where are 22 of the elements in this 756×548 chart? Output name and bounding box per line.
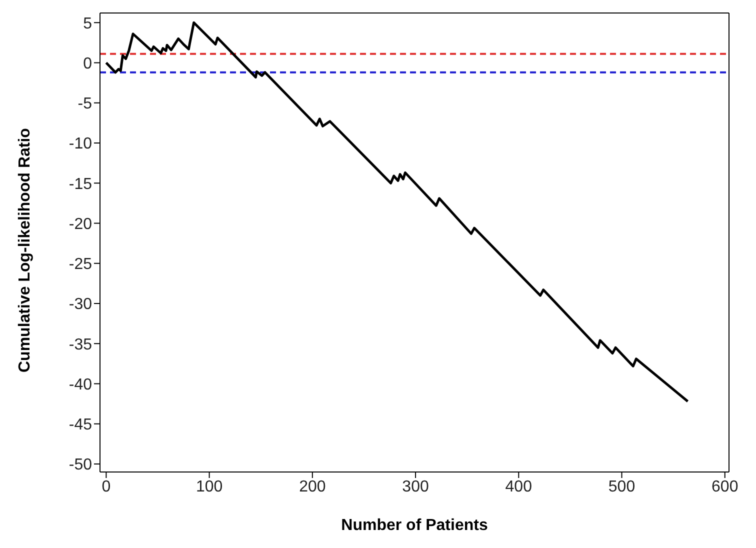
y-tick-label: -5 <box>78 96 92 113</box>
x-tick-label: 0 <box>102 478 111 496</box>
y-tick-label: -30 <box>68 296 92 314</box>
y-tick-label: -15 <box>68 176 92 193</box>
y-tick-label: -35 <box>68 336 92 354</box>
line-series <box>104 21 690 403</box>
x-tick-label: 300 <box>402 478 429 496</box>
y-tick-label: -25 <box>68 256 92 274</box>
x-tick-label: 200 <box>299 478 326 496</box>
x-tick-label: 400 <box>505 478 532 496</box>
y-tick-label: -50 <box>68 456 92 474</box>
y-tick-label: -20 <box>68 216 92 233</box>
y-tick-label: 5 <box>83 15 92 32</box>
x-tick-label: 500 <box>608 478 636 496</box>
y-tick-label: 0 <box>83 55 92 72</box>
y-tick-label: -40 <box>68 376 92 394</box>
x-tick-label: 600 <box>712 478 738 496</box>
x-tick-label: 100 <box>196 478 223 496</box>
y-tick-label: -10 <box>68 136 92 153</box>
y-tick-label: -45 <box>68 416 92 434</box>
y-axis-title: Cumulative Log-likelihood Ratio <box>16 128 34 372</box>
x-axis-title: Number of Patients <box>341 517 488 534</box>
